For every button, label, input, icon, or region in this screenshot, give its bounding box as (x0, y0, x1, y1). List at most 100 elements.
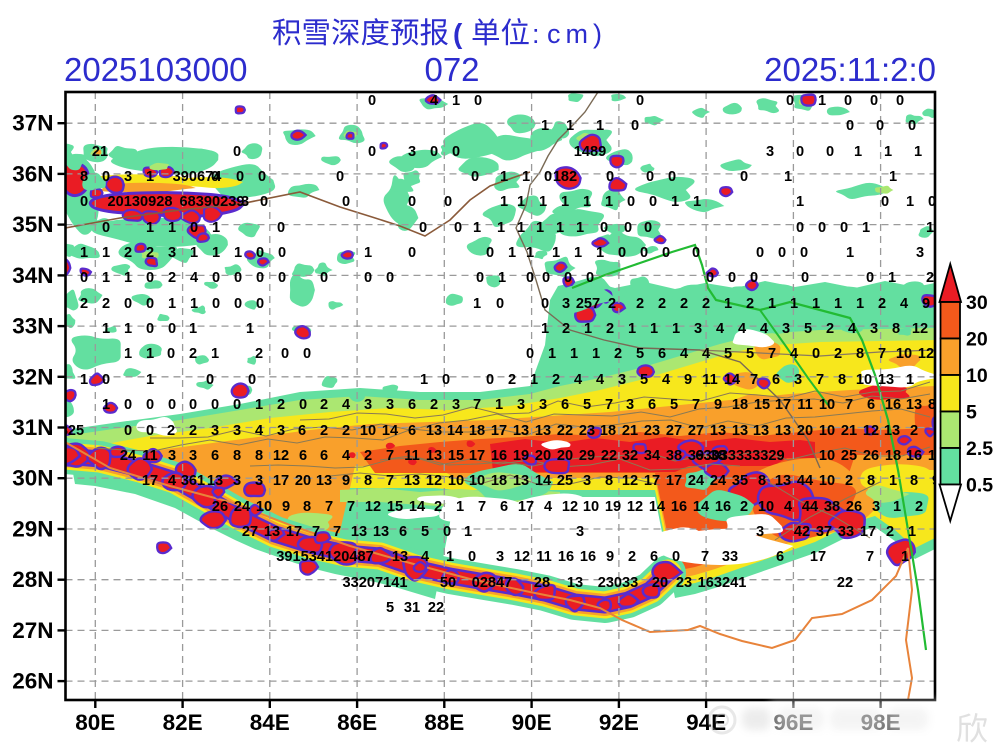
svg-text:0: 0 (211, 397, 219, 413)
svg-text:6: 6 (867, 397, 875, 413)
svg-text:16: 16 (885, 397, 901, 413)
svg-text:1: 1 (212, 245, 220, 261)
svg-text:0: 0 (233, 144, 241, 160)
svg-text:0: 0 (236, 169, 244, 185)
svg-text:1: 1 (102, 397, 110, 413)
svg-text:19: 19 (513, 448, 529, 464)
svg-text:0: 0 (818, 220, 826, 236)
svg-text:2: 2 (702, 296, 710, 312)
svg-text:0: 0 (303, 346, 311, 362)
svg-text:361: 361 (181, 473, 205, 489)
svg-text:20130928: 20130928 (108, 194, 173, 210)
svg-text:1: 1 (812, 296, 820, 312)
svg-text:0: 0 (408, 245, 416, 261)
svg-text:4: 4 (421, 549, 430, 565)
svg-text:12: 12 (514, 549, 530, 565)
svg-text:2: 2 (606, 321, 614, 337)
svg-text:16: 16 (558, 549, 574, 565)
svg-text:34N: 34N (12, 263, 53, 288)
svg-text:13: 13 (316, 473, 332, 489)
svg-text:29N: 29N (12, 517, 53, 542)
svg-text:0: 0 (258, 169, 266, 185)
svg-text:2: 2 (167, 423, 175, 439)
svg-text:0: 0 (627, 194, 635, 210)
svg-text:1: 1 (456, 499, 464, 515)
svg-text:9: 9 (342, 473, 350, 489)
svg-text:0: 0 (102, 220, 110, 236)
svg-text:20: 20 (966, 329, 988, 351)
svg-text:17: 17 (142, 473, 158, 489)
svg-text:17: 17 (518, 499, 534, 515)
svg-text:3: 3 (756, 524, 764, 540)
svg-text:2: 2 (320, 397, 328, 413)
svg-text:1: 1 (561, 194, 569, 210)
svg-text:12: 12 (627, 499, 643, 515)
svg-text:4: 4 (342, 448, 351, 464)
svg-text:1: 1 (628, 321, 636, 337)
svg-text:0: 0 (471, 169, 479, 185)
svg-text:5: 5 (386, 600, 394, 616)
svg-text:16: 16 (715, 499, 731, 515)
svg-text:22: 22 (837, 575, 853, 591)
svg-text:2: 2 (910, 423, 918, 439)
svg-text:16: 16 (580, 549, 596, 565)
svg-text:16: 16 (491, 448, 507, 464)
svg-text:1: 1 (473, 296, 481, 312)
svg-text:1: 1 (834, 296, 842, 312)
svg-text:0: 0 (452, 144, 460, 160)
svg-text:0: 0 (468, 549, 476, 565)
svg-text:1: 1 (818, 93, 826, 109)
svg-text:2: 2 (608, 296, 616, 312)
svg-text:0: 0 (618, 245, 626, 261)
svg-text:10: 10 (856, 372, 872, 388)
svg-text:86E: 86E (337, 710, 377, 735)
svg-text:182: 182 (553, 169, 577, 185)
svg-text:2: 2 (740, 499, 748, 515)
svg-text:10: 10 (448, 473, 464, 489)
svg-text:1: 1 (190, 296, 198, 312)
svg-text:0: 0 (631, 118, 639, 134)
svg-text:17: 17 (469, 448, 485, 464)
svg-text:0: 0 (80, 270, 88, 286)
svg-text:7: 7 (333, 524, 341, 540)
svg-text:0: 0 (454, 220, 462, 236)
svg-text:1: 1 (846, 245, 854, 261)
svg-text:6: 6 (408, 397, 416, 413)
svg-text:14: 14 (447, 423, 464, 439)
svg-text:8: 8 (605, 473, 613, 489)
svg-text:0: 0 (896, 93, 904, 109)
svg-text:26: 26 (863, 448, 879, 464)
svg-text:2: 2 (189, 423, 197, 439)
svg-text:7: 7 (701, 549, 709, 565)
svg-text:1: 1 (570, 346, 578, 362)
svg-text:25: 25 (557, 473, 573, 489)
svg-text:2: 2 (277, 397, 285, 413)
svg-text:3: 3 (211, 423, 219, 439)
svg-text:0: 0 (840, 220, 848, 236)
svg-text:22: 22 (428, 600, 444, 616)
svg-text:257: 257 (576, 296, 600, 312)
svg-text:1: 1 (234, 245, 242, 261)
svg-text:5: 5 (583, 397, 591, 413)
svg-text:15: 15 (754, 397, 770, 413)
svg-text:50: 50 (440, 575, 456, 591)
svg-text:13: 13 (264, 524, 280, 540)
svg-text:4: 4 (900, 296, 909, 312)
svg-text:39: 39 (688, 448, 704, 464)
svg-text:28: 28 (534, 575, 550, 591)
svg-text:9: 9 (282, 499, 290, 515)
svg-text:1: 1 (102, 245, 110, 261)
svg-text:11: 11 (142, 448, 157, 464)
svg-text:391534120487: 391534120487 (276, 549, 373, 565)
svg-text:13: 13 (513, 473, 529, 489)
svg-text:0: 0 (881, 194, 889, 210)
svg-text:0: 0 (756, 245, 764, 261)
svg-text:3: 3 (124, 169, 132, 185)
svg-text:1: 1 (446, 549, 454, 565)
svg-text:21: 21 (841, 423, 857, 439)
svg-text:7: 7 (473, 397, 481, 413)
svg-text:19: 19 (928, 448, 944, 464)
svg-text:5: 5 (421, 524, 429, 540)
svg-text:7: 7 (386, 473, 394, 489)
svg-text:0: 0 (786, 93, 794, 109)
